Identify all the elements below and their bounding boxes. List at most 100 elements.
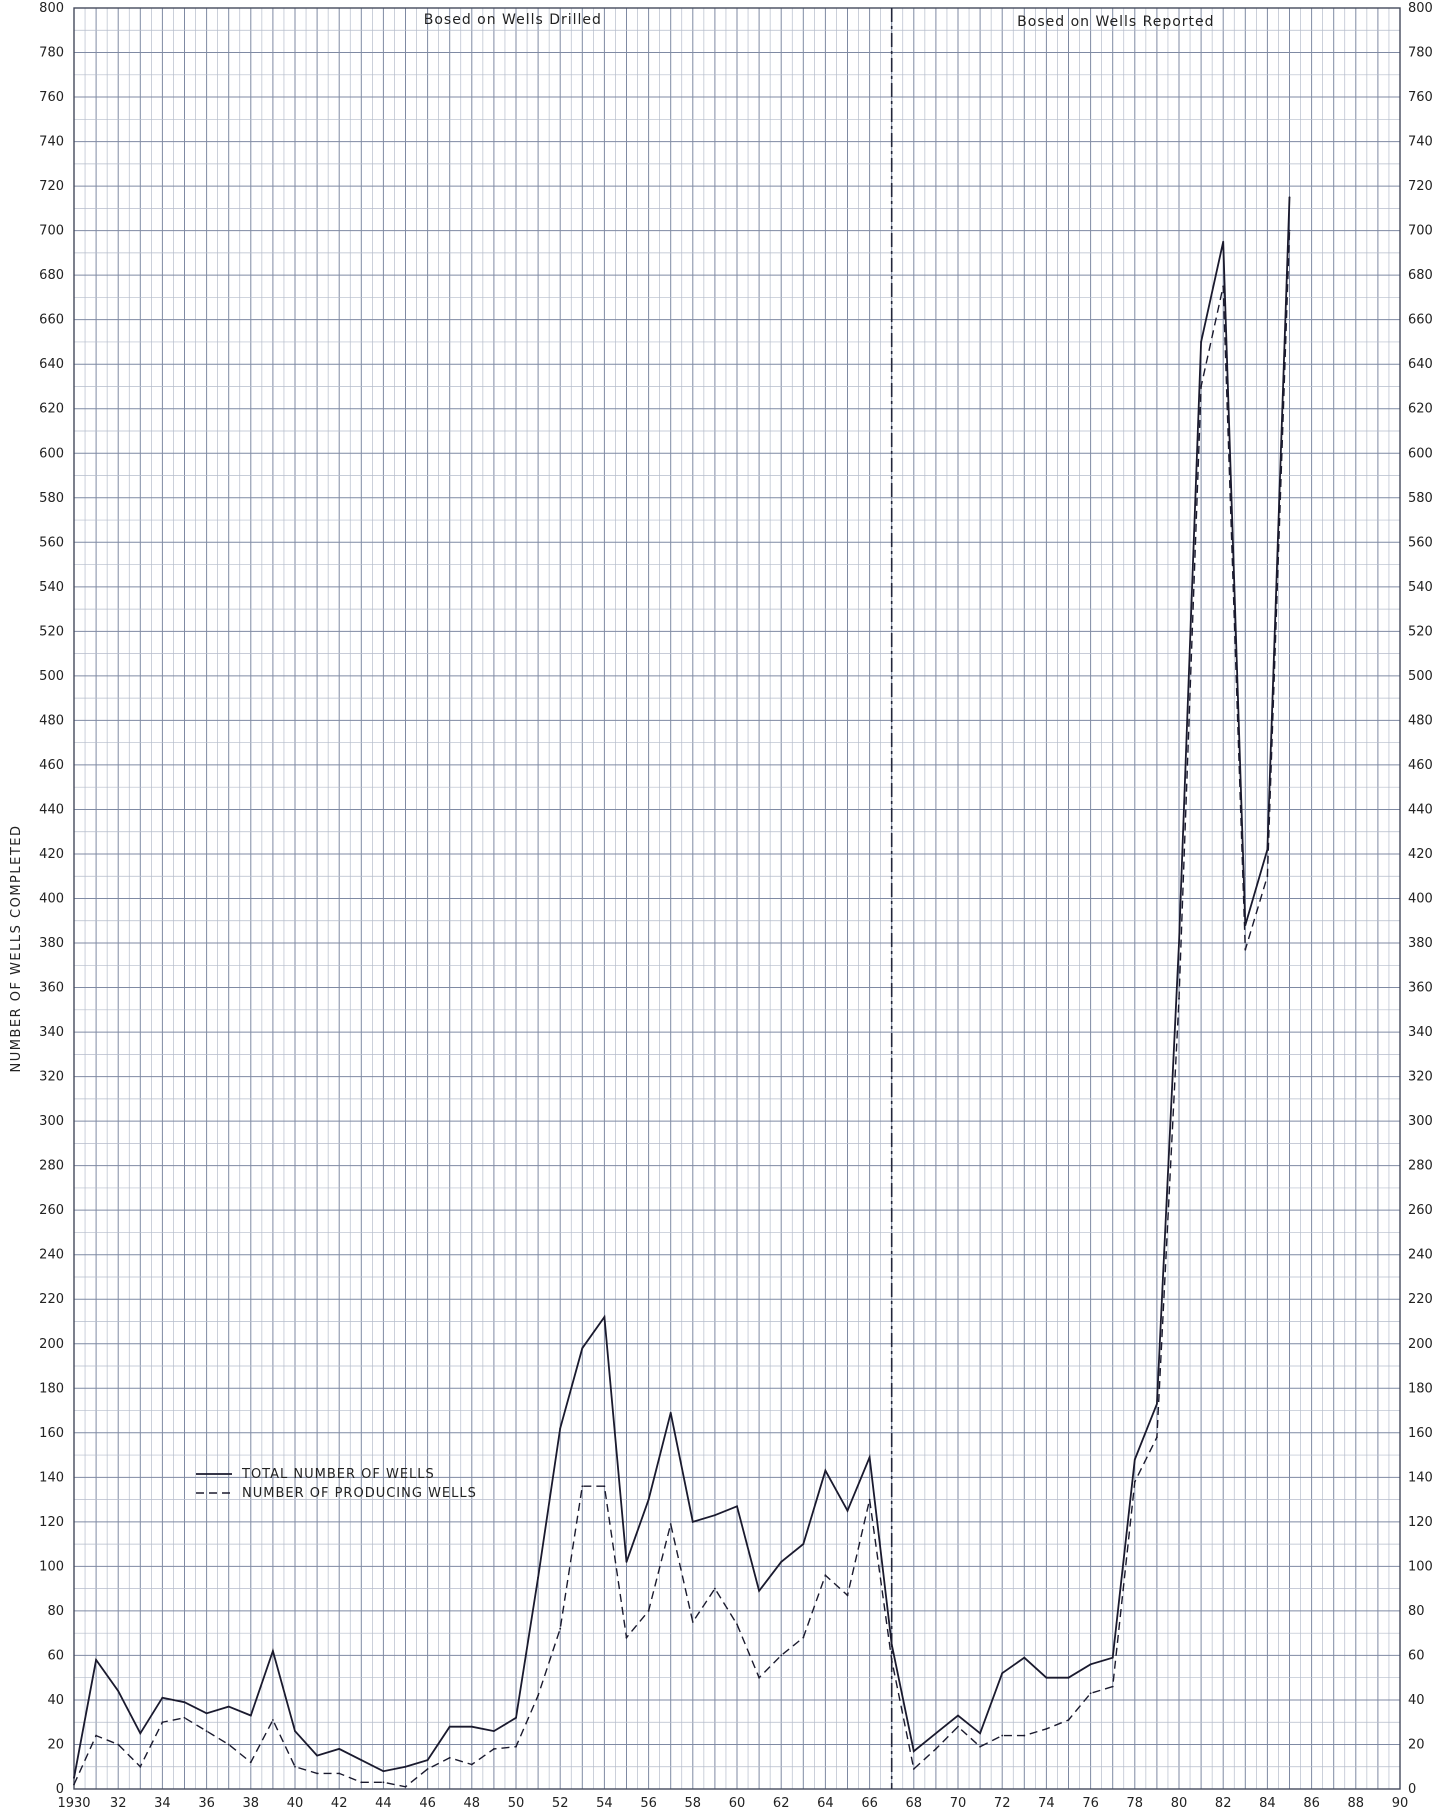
y-tick-label: 620 [39, 402, 64, 417]
x-tick-label: 54 [596, 1796, 613, 1811]
data-point-producing [559, 1627, 562, 1630]
data-point-total [669, 1411, 672, 1414]
y-tick-label-right: 80 [1408, 1604, 1425, 1619]
y-tick-label-right: 660 [1408, 313, 1433, 328]
x-tick-label: 36 [198, 1796, 215, 1811]
y-tick-label-right: 740 [1408, 135, 1433, 150]
y-tick-label: 520 [39, 624, 64, 639]
y-tick-label-right: 800 [1408, 1, 1433, 16]
data-point-total [272, 1650, 274, 1652]
y-tick-label: 120 [39, 1515, 64, 1530]
y-tick-label: 200 [39, 1337, 64, 1352]
series-layer [73, 196, 1291, 1788]
y-tick-label: 600 [39, 446, 64, 461]
x-tick-label: 68 [906, 1796, 923, 1811]
data-point-producing [382, 1781, 385, 1784]
data-point-total [1111, 1656, 1114, 1659]
data-point-total [404, 1765, 407, 1768]
y-tick-label: 100 [39, 1559, 64, 1574]
data-point-producing [1023, 1734, 1026, 1737]
y-tick-label: 700 [39, 224, 64, 239]
y-tick-label-right: 340 [1408, 1025, 1433, 1040]
x-tick-label: 78 [1127, 1796, 1144, 1811]
data-point-producing [205, 1730, 208, 1733]
data-point-total [470, 1725, 473, 1728]
y-tick-label: 500 [39, 669, 64, 684]
y-tick-label: 60 [47, 1648, 64, 1663]
x-tick-label: 38 [243, 1796, 260, 1811]
data-point-total [1045, 1676, 1048, 1679]
x-tick-label: 50 [508, 1796, 525, 1811]
x-axis: 1930 32 34 36 38 40 42 44 46 48 50 52 54 56 58 60 62 64 66… [57, 1796, 1408, 1811]
x-tick-label: 1930 [57, 1796, 90, 1811]
y-tick-label: 220 [39, 1292, 64, 1307]
data-point-total [493, 1730, 495, 1733]
y-tick-label: 0 [56, 1782, 64, 1797]
data-point-producing [360, 1781, 363, 1784]
data-point-producing [1089, 1692, 1092, 1695]
y-tick-label-right: 240 [1408, 1248, 1433, 1263]
x-tick-label: 60 [729, 1796, 746, 1811]
data-point-producing [139, 1765, 142, 1768]
data-point-producing [780, 1654, 783, 1657]
data-point-producing [868, 1498, 871, 1501]
y-tick-label-right: 520 [1408, 624, 1433, 639]
x-tick-label: 42 [331, 1796, 348, 1811]
x-tick-label: 62 [773, 1796, 790, 1811]
y-tick-label-right: 600 [1408, 446, 1433, 461]
y-tick-label: 800 [39, 1, 64, 16]
data-point-total [1222, 240, 1225, 243]
section-label-right: Bosed on Wells Reported [1017, 14, 1214, 30]
data-point-total [824, 1469, 827, 1472]
data-point-producing [1111, 1685, 1114, 1688]
data-point-producing [669, 1523, 672, 1525]
y-tick-label: 380 [39, 936, 64, 951]
data-point-total [736, 1505, 738, 1508]
y-axis-label: NUMBER OF WELLS COMPLETED [9, 824, 24, 1072]
data-point-producing [448, 1756, 451, 1759]
data-point-total [1001, 1672, 1004, 1675]
data-point-producing [1178, 997, 1180, 1000]
y-axis-left: 0 20 40 60 80 100 120 140 160 180 200 220 240 260 280 3… [39, 1, 64, 1797]
x-tick-label: 88 [1348, 1796, 1365, 1811]
y-tick-label-right: 140 [1408, 1470, 1433, 1485]
y-tick-label: 320 [39, 1070, 64, 1085]
data-point-total [515, 1716, 517, 1719]
y-tick-label: 160 [39, 1426, 64, 1441]
data-point-total [691, 1520, 694, 1523]
data-point-total [603, 1316, 606, 1318]
data-point-producing [404, 1785, 407, 1788]
data-point-producing [1067, 1719, 1070, 1721]
data-point-total [581, 1347, 584, 1350]
data-point-total [846, 1509, 849, 1512]
data-point-producing [647, 1610, 650, 1612]
data-point-producing [1222, 285, 1225, 288]
data-point-producing [979, 1745, 981, 1748]
y-tick-label: 280 [39, 1159, 64, 1174]
y-tick-label-right: 540 [1408, 580, 1433, 595]
data-point-producing [957, 1725, 959, 1728]
y-tick-label: 580 [39, 491, 64, 506]
data-point-producing [294, 1765, 296, 1768]
y-tick-label: 360 [39, 981, 64, 996]
y-tick-label-right: 100 [1408, 1559, 1433, 1574]
data-point-producing [1133, 1480, 1136, 1483]
data-point-total [382, 1770, 385, 1773]
y-tick-label: 20 [47, 1737, 64, 1752]
y-tick-label-right: 260 [1408, 1203, 1433, 1218]
data-point-producing [183, 1716, 186, 1719]
data-point-total [979, 1732, 981, 1735]
data-point-total [1200, 341, 1202, 343]
data-point-producing [1266, 875, 1269, 878]
x-tick-label: 86 [1303, 1796, 1320, 1811]
legend-label-total: TOTAL NUMBER OF WELLS [241, 1467, 435, 1482]
y-tick-label-right: 300 [1408, 1114, 1433, 1129]
data-point-producing [1244, 948, 1247, 951]
grid [73, 7, 1401, 1790]
y-tick-label-right: 680 [1408, 268, 1433, 283]
data-point-total [1133, 1458, 1136, 1461]
data-point-producing [714, 1587, 716, 1590]
data-point-producing [272, 1719, 274, 1721]
data-point-total [360, 1759, 363, 1761]
